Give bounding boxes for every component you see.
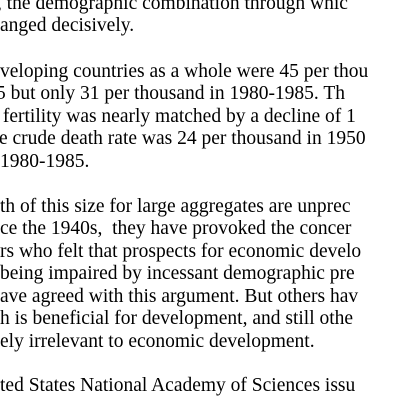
text-line: e crude death rate was 24 per thousand i…	[0, 128, 366, 149]
text-line: ely irrelevant to economic development.	[0, 331, 315, 352]
text-line: 1980-1985.	[0, 151, 90, 172]
text-line: ave agreed with this argument. But other…	[0, 286, 359, 307]
text-line: 5 but only 31 per thousand in 1980-1985.…	[0, 83, 345, 104]
text-line: th of this size for large aggregates are…	[0, 196, 351, 217]
text-line: anged decisively.	[0, 15, 135, 36]
text-line: ce the 1940s, they have provoked the con…	[0, 218, 352, 239]
text-line: veloping countries as a whole were 45 pe…	[0, 61, 369, 82]
text-line: h is beneficial for development, and sti…	[0, 308, 354, 329]
text-line: ted States National Academy of Sciences …	[0, 375, 356, 396]
text-line: being impaired by incessant demographic …	[0, 263, 355, 284]
text-line: rs who felt that prospects for economic …	[0, 241, 362, 262]
text-line: , the demographic combination through wh…	[0, 0, 348, 14]
text-line: fertility was nearly matched by a declin…	[0, 106, 356, 127]
